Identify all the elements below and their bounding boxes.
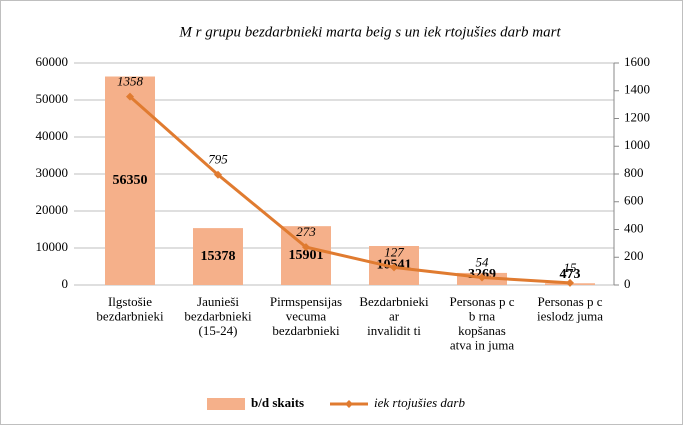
y2-tick-label: 400	[624, 220, 644, 235]
line-marker	[478, 273, 486, 282]
y2-tick-label: 600	[624, 193, 644, 208]
x-tick-label: Pirmspensijas	[270, 294, 342, 309]
x-tick-label: invalidit ti	[367, 323, 421, 338]
y2-tick-label: 1600	[624, 54, 650, 69]
y2-tick-label: 200	[624, 248, 644, 263]
bar-value-label: 56350	[113, 173, 148, 188]
y2-tick-label: 1400	[624, 82, 650, 97]
x-tick-label: Jaunieši	[197, 294, 239, 309]
x-tick-label: Ilgstošie	[108, 294, 152, 309]
y-tick-label: 10000	[36, 239, 69, 254]
bar-value-label: 15901	[289, 248, 324, 263]
line-marker	[126, 92, 134, 101]
x-tick-label: b rna	[469, 308, 496, 323]
y2-tick-label: 1000	[624, 137, 650, 152]
x-tick-label: Bezdarbnieki	[359, 294, 429, 309]
legend-label: iek rtojušies darb	[374, 395, 465, 410]
bar	[193, 228, 243, 285]
y2-tick-label: 1200	[624, 109, 650, 124]
line	[129, 95, 571, 285]
bar-value-label: 15378	[201, 249, 236, 264]
x-tick-label: Personas p c	[450, 294, 515, 309]
bar-value-label: 473	[560, 267, 581, 282]
line-marker	[390, 263, 398, 272]
x-tick-label: ar	[389, 308, 400, 323]
x-tick-label: (15-24)	[199, 323, 238, 338]
x-tick-label: bezdarbnieki	[184, 308, 252, 323]
legend-label: b/d skaits	[251, 395, 304, 410]
y-tick-label: 60000	[36, 54, 69, 69]
line-value-label: 54	[476, 254, 490, 269]
x-tick-label: atva in juma	[450, 337, 514, 352]
line-value-label: 15	[564, 260, 578, 275]
bar	[281, 226, 331, 285]
line-marker	[566, 278, 574, 287]
x-tick-label: vecuma	[286, 308, 327, 323]
x-tick-label: ieslodz juma	[537, 308, 603, 323]
x-tick-label: Personas p c	[538, 294, 603, 309]
x-tick-label: bezdarbnieki	[272, 323, 340, 338]
y2-tick-label: 0	[624, 276, 631, 291]
y-tick-label: 50000	[36, 91, 69, 106]
y-tick-label: 0	[62, 276, 69, 291]
y2-tick-label: 800	[624, 165, 644, 180]
chart-title: M r grupu bezdarbnieki marta beig s un i…	[178, 24, 561, 40]
line-marker	[302, 243, 310, 252]
line-value-label: 795	[208, 152, 228, 167]
line-value-label: 1358	[117, 74, 144, 89]
y-tick-label: 20000	[36, 202, 69, 217]
line-value-label: 127	[384, 244, 404, 259]
x-tick-label: kopšanas	[458, 323, 506, 338]
y-tick-label: 30000	[36, 165, 69, 180]
legend-marker	[345, 400, 353, 408]
line-value-label: 273	[296, 224, 316, 239]
line-marker	[214, 170, 222, 179]
y-tick-label: 40000	[36, 128, 69, 143]
x-tick-label: bezdarbnieki	[96, 308, 164, 323]
legend-swatch	[207, 398, 245, 410]
